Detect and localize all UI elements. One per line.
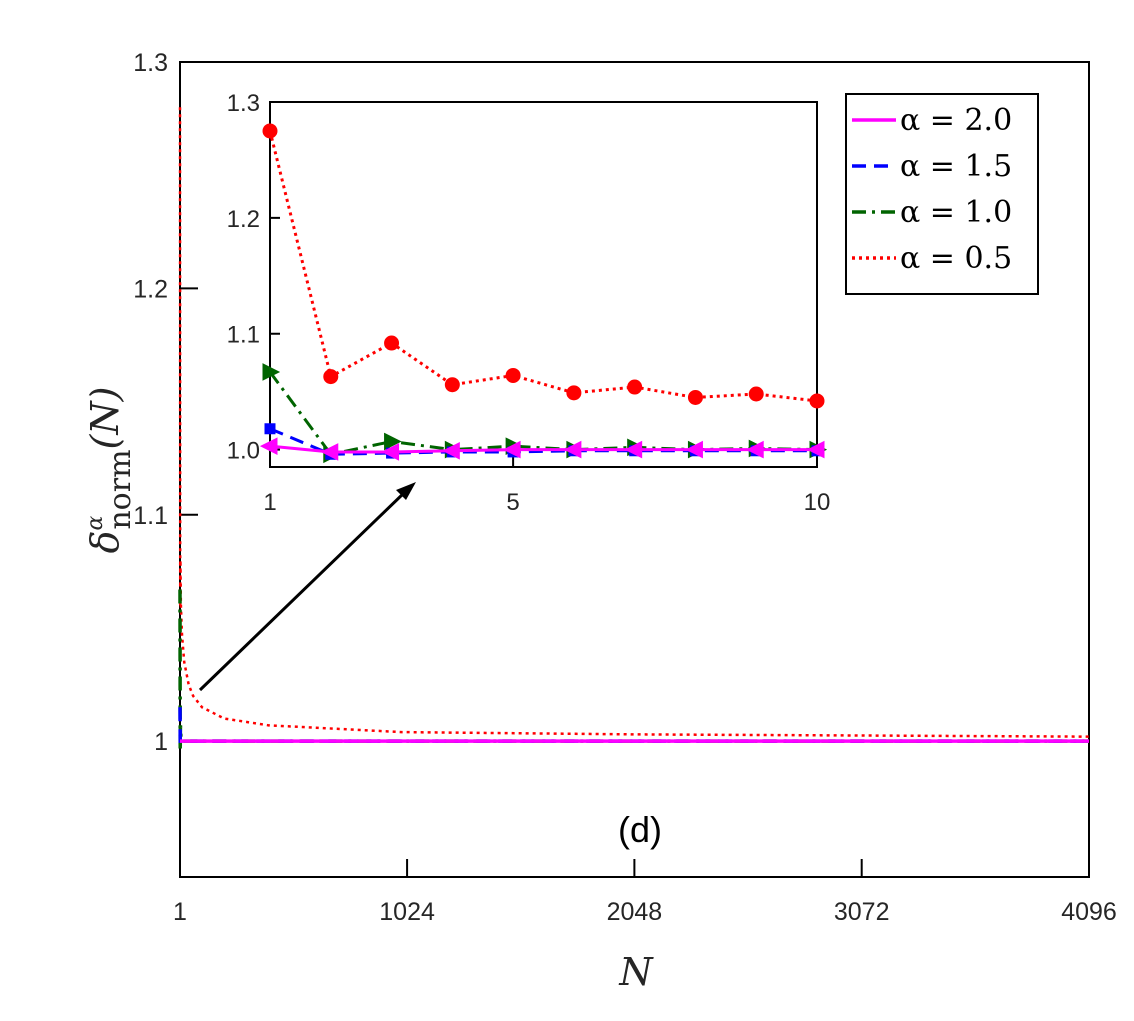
svg-text:δαnorm(N): δαnorm(N) [83,387,138,554]
inset-data-point [809,393,825,409]
legend-entry: α = 1.0 [852,195,1012,230]
inset-data-point [502,440,521,459]
main-y-tick-label: 1.3 [133,49,168,77]
inset-y-ticks: 1.0 1.1 1.2 1.3 [227,90,280,465]
legend-label: α = 1.0 [900,195,1012,230]
main-y-ticks: 1 1.1 1.2 1.3 [133,49,198,756]
main-y-tick-label: 1.2 [133,275,168,303]
y-axis-label-superscript: α [83,516,108,531]
inset-data-point [505,367,521,383]
legend-label: α = 1.5 [900,149,1012,184]
inset-data-point [442,441,460,460]
inset-x-tick-label: 1 [263,489,276,516]
inset-series-line [268,130,818,403]
inset-data-point [262,123,278,139]
inset-data-point [444,377,460,393]
inset-data-point [384,432,402,451]
x-axis-label: N [618,950,654,994]
main-y-tick-label: 1 [154,728,168,756]
inset-data-point [320,443,339,461]
y-axis-label-argument: (N) [83,387,127,450]
main-x-ticks: 1 1024 2048 3072 4096 [173,859,1117,926]
main-x-tick-label: 1 [173,898,187,926]
inset-data-point [384,335,400,351]
inset-data-point [748,386,764,402]
y-axis-label-base: δ [83,531,127,554]
inset-series [259,123,828,464]
inset-data-point [566,385,582,401]
main-y-tick-label: 1.1 [133,502,168,530]
main-series-line [178,107,1090,738]
inset-y-tick-label: 1.1 [227,322,260,349]
legend-entry: α = 1.5 [852,149,1012,184]
legend-entry: α = 2.0 [852,103,1012,138]
inset-data-point [259,437,278,455]
legend-label: α = 2.0 [900,103,1012,138]
inset-y-tick-label: 1.2 [227,206,260,233]
inset-series-line [269,444,817,454]
legend-entry: α = 0.5 [852,241,1012,276]
inset-series-line [269,427,817,456]
inset-data-point [746,440,764,459]
inset-data-point [262,363,281,381]
inset-data-point [323,369,339,385]
panel-label: (d) [618,809,662,850]
y-axis-label: δαnorm(N) [83,387,138,554]
main-x-tick-label: 3072 [834,898,890,926]
legend-label: α = 0.5 [900,241,1012,276]
main-x-tick-label: 1024 [379,898,435,926]
legend: α = 2.0 α = 1.5 α = 1.0 α = 0.5 [845,93,1039,295]
y-axis-label-subscript: norm [103,449,138,529]
inset-data-point [381,443,400,461]
inset-data-point [264,423,276,435]
inset-data-point [687,389,703,405]
main-series [178,107,1090,751]
inset-y-tick-label: 1.3 [227,90,260,117]
inset-x-tick-label: 10 [804,489,831,516]
inset-data-point [624,440,643,459]
inset-axes: 1 5 10 1.01.11.21.3 [227,90,831,516]
inset-x-ticks: 1 5 10 [263,457,830,516]
zoom-arrow [198,482,416,692]
main-x-tick-label: 4096 [1061,898,1117,926]
inset-data-point [685,440,703,459]
inset-plot-frame [269,101,818,468]
inset-y-tick-label: 1.0 [227,438,260,465]
legend-box [845,93,1039,295]
main-x-tick-label: 2048 [607,898,663,926]
inset-data-point [563,440,582,459]
inset-x-tick-label: 5 [506,489,519,516]
inset-data-point [806,440,825,459]
inset-data-point [627,379,643,395]
